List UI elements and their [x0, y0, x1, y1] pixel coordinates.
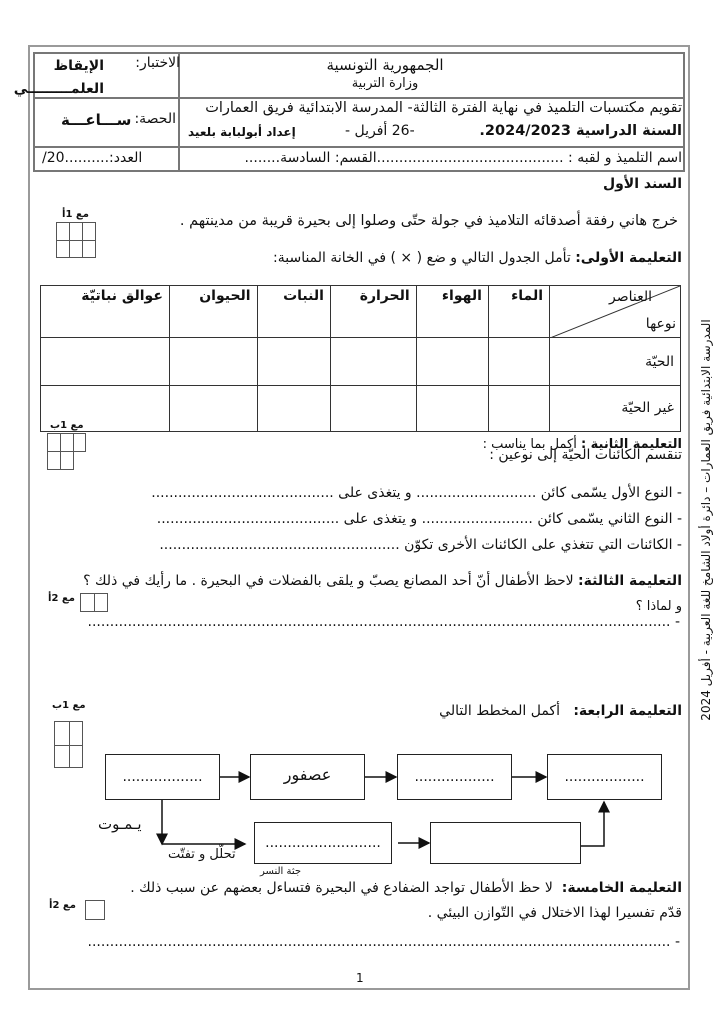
answer-cell[interactable] — [487, 337, 551, 386]
q4-label: التعليمة الرابعة: — [573, 703, 682, 719]
answer-cell[interactable] — [487, 384, 551, 433]
q3-text2: و لماذا ؟ — [635, 599, 682, 614]
q5-instruction: التعليمة الخامسة: لا حظ الأطفال تواجد ال… — [130, 880, 682, 896]
author: إعداد أبولبابة بلعيد — [188, 125, 296, 139]
score-grid — [54, 721, 83, 768]
answer-cell[interactable] — [329, 337, 417, 386]
answer-cell[interactable] — [329, 384, 417, 433]
q3-instruction: التعليمة الثالثة: لاحظ الأطفال أنّ أحد ا… — [83, 573, 682, 589]
score-label: مع 1ب — [52, 700, 86, 711]
q5-text: لا حظ الأطفال تواجد الضفادع في البحيرة ف… — [130, 880, 553, 896]
row-header: غير الحيّة — [549, 384, 681, 433]
col-header: الهواء — [415, 284, 489, 339]
q1-instruction: التعليمة الأولى: تأمل الجدول التالي و ضع… — [273, 250, 682, 266]
col-header: الماء — [487, 284, 551, 339]
chain-box[interactable] — [430, 822, 581, 864]
q3-label: التعليمة الثالثة: — [578, 573, 682, 589]
col-header: عوالق نباتيّة — [40, 284, 170, 339]
q5-label: التعليمة الخامسة: — [561, 880, 682, 896]
q5-annotation: جثة النسر — [260, 866, 302, 877]
eval-line: تقويم مكتسبات التلميذ في نهاية الفترة ال… — [205, 100, 682, 116]
q1-text: تأمل الجدول التالي و ضع ( × ) في الخانة … — [273, 250, 571, 266]
q2-instruction: التعليمة الثانية : أكمل بما يناسب : — [483, 437, 682, 452]
chain-box[interactable]: .................. — [547, 754, 662, 800]
score-grid — [56, 222, 96, 258]
score-label: مع 1ب — [50, 420, 84, 431]
exam-date: -26 أفريل - — [345, 123, 415, 139]
intro-text: خرج هاني رفقة أصدقائه التلاميذ في جولة ح… — [179, 213, 678, 229]
republic: الجمهورية التونسية — [326, 56, 444, 74]
answer-cell[interactable] — [256, 384, 331, 433]
chain-box[interactable]: .......................... — [254, 822, 392, 864]
q4-text: أكمل المخطط التالي — [439, 703, 560, 719]
col-header: النبات — [256, 284, 331, 339]
test-value: الإيقاظ العلمـــــــــي — [13, 58, 104, 97]
answer-cell[interactable] — [415, 384, 489, 433]
q2-label: التعليمة الثانية : — [580, 437, 682, 452]
q3-text: لاحظ الأطفال أنّ أحد المصانع يصبّ و يلقى… — [83, 573, 574, 589]
q4-instruction: التعليمة الرابعة: أكمل المخطط التالي — [439, 703, 682, 719]
score-label: مع 2أ — [49, 900, 76, 911]
table-row: غير الحيّة — [40, 384, 681, 433]
chain-box[interactable]: .................. — [105, 754, 220, 800]
q5-text2: قدّم تفسيرا لهذا الاختلال في التّوازن ال… — [427, 905, 682, 921]
q2-text: أكمل بما يناسب : — [482, 437, 577, 452]
answer-cell[interactable] — [168, 337, 258, 386]
die-label: يـمـوت — [98, 815, 142, 833]
header-table — [33, 52, 685, 172]
corner-cell: العناصر نوعها — [549, 284, 681, 339]
answer-cell[interactable] — [40, 384, 170, 433]
table-row: الحيّة — [40, 337, 681, 386]
row-header: الحيّة — [549, 337, 681, 386]
q2-intro: تنقسم الكائنات الحيّة إلى نوعين : — [489, 447, 682, 463]
score-label: مع 2أ — [48, 593, 75, 604]
corner-bottom: نوعها — [645, 316, 676, 332]
chain-box[interactable]: .................. — [397, 754, 512, 800]
section-title: السند الأول — [602, 176, 682, 192]
session-value: ســـاعـــة — [60, 111, 132, 129]
q1-label: التعليمة الأولى: — [575, 250, 682, 266]
answer-cell[interactable] — [40, 337, 170, 386]
q5-answer-line[interactable]: - ......................................… — [87, 934, 680, 950]
answer-cell[interactable] — [256, 337, 331, 386]
score-grid — [80, 593, 108, 612]
school-year: السنة الدراسية 2024/2023. — [479, 123, 682, 139]
score-box — [85, 900, 105, 920]
answer-cell[interactable] — [168, 384, 258, 433]
page-number: 1 — [356, 971, 364, 985]
session-cell: الحصة: ســـاعـــة — [36, 97, 176, 143]
score-grid — [47, 433, 86, 470]
chain-box: عصفور — [250, 754, 365, 800]
page-frame — [28, 45, 690, 990]
score-label: مع 1أ — [62, 209, 89, 220]
q2-item[interactable]: - النوع الثاني يسّمى كائن ..............… — [156, 511, 682, 527]
elements-table: العناصر نوعها الماء الهواء الحرارة النبا… — [40, 284, 681, 433]
col-header: الحيوان — [168, 284, 258, 339]
corner-top: العناصر — [608, 289, 652, 305]
answer-cell[interactable] — [415, 337, 489, 386]
col-header: الحرارة — [329, 284, 417, 339]
decompose-label: تحلّل و تفتّت — [168, 847, 236, 862]
test-label: الاختبار: — [135, 55, 180, 71]
student-name-line: اسم التلميذ و لقبه : ...................… — [244, 150, 682, 166]
score-field: العدد:..........20/ — [42, 150, 143, 166]
q2-item[interactable]: - الكائنات التي تتغذي على الكائنات الأخر… — [159, 537, 682, 553]
q2-item[interactable]: - النوع الأول يسّمى كائن ...............… — [151, 485, 682, 501]
arrow — [581, 800, 610, 847]
ministry: وزارة التربية — [351, 76, 419, 91]
q3-answer-line[interactable]: - ......................................… — [87, 614, 680, 630]
session-label: الحصة: — [134, 111, 176, 127]
